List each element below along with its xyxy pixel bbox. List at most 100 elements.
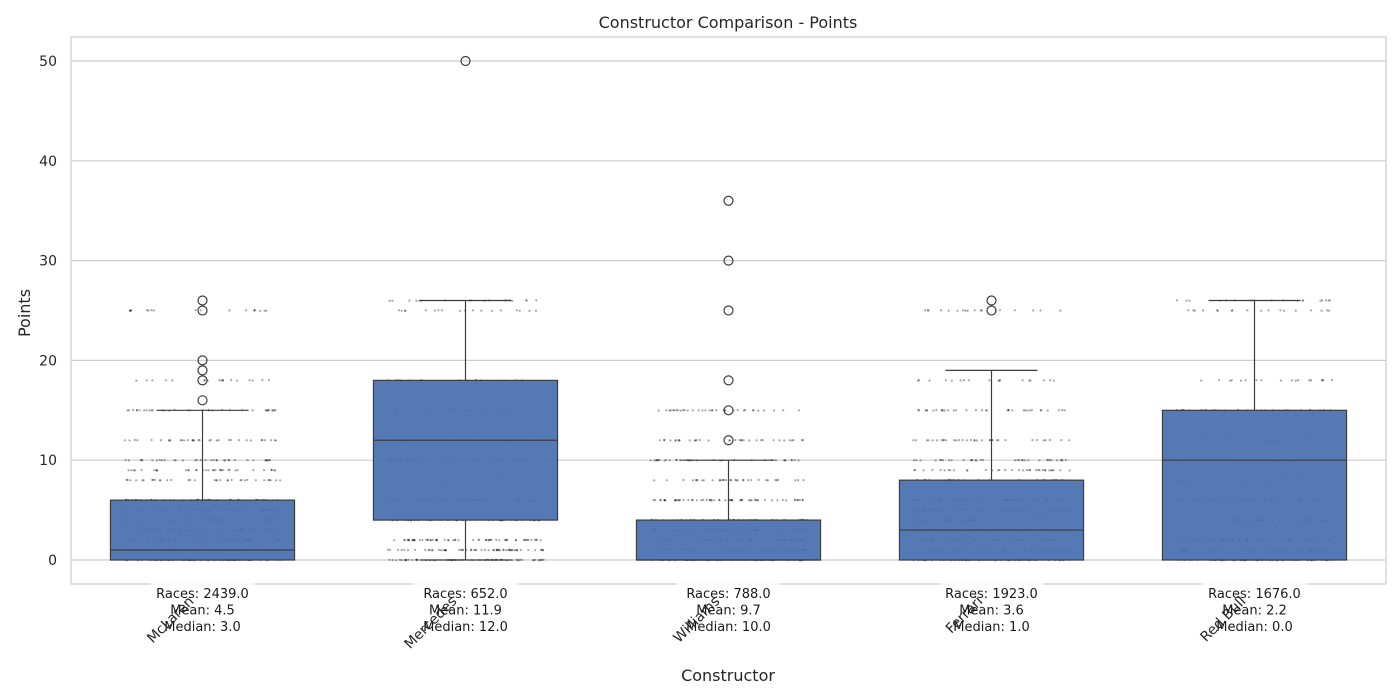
jitter-point <box>227 438 230 442</box>
jitter-point <box>705 498 708 502</box>
jitter-point <box>649 459 652 462</box>
jitter-point <box>788 439 791 442</box>
jitter-point <box>740 439 743 442</box>
outlier-point <box>197 295 208 306</box>
jitter-point <box>734 478 737 481</box>
jitter-point <box>151 478 154 482</box>
jitter-point <box>1193 309 1196 312</box>
jitter-point <box>415 558 418 561</box>
jitter-point <box>1013 309 1016 312</box>
jitter-point <box>711 409 714 412</box>
jitter-point <box>912 439 915 442</box>
box <box>898 479 1085 561</box>
jitter-point <box>427 548 430 552</box>
jitter-point <box>1187 309 1190 312</box>
jitter-point <box>234 469 237 472</box>
jitter-point <box>159 479 162 482</box>
jitter-point <box>541 549 545 552</box>
jitter-point <box>220 379 223 382</box>
jitter-point <box>1308 379 1311 382</box>
jitter-point <box>967 379 971 382</box>
jitter-point <box>940 458 943 462</box>
jitter-point <box>1044 469 1047 472</box>
jitter-point <box>471 309 474 312</box>
stat-line: Mean: 11.9 <box>429 604 502 619</box>
jitter-point <box>959 379 962 382</box>
jitter-point <box>1175 299 1179 302</box>
jitter-point <box>956 309 959 312</box>
jitter-point <box>1059 469 1062 472</box>
jitter-point <box>739 498 743 501</box>
jitter-point <box>917 408 920 412</box>
jitter-point <box>266 459 269 462</box>
jitter-point <box>212 458 215 462</box>
jitter-point <box>480 309 483 312</box>
jitter-point <box>948 459 951 462</box>
jitter-point <box>509 549 512 552</box>
jitter-point <box>1060 458 1063 461</box>
jitter-point <box>1216 309 1219 312</box>
stat-line: Median: 0.0 <box>1216 620 1292 635</box>
jitter-point <box>221 379 225 382</box>
jitter-point <box>998 379 1002 382</box>
jitter-point <box>217 439 220 442</box>
jitter-point <box>187 468 190 472</box>
jitter-point <box>203 379 206 382</box>
jitter-point <box>271 409 274 412</box>
jitter-point <box>1246 309 1249 312</box>
jitter-point <box>749 479 753 482</box>
jitter-point <box>146 309 149 312</box>
jitter-point <box>497 548 500 552</box>
jitter-point <box>691 409 694 412</box>
jitter-point <box>519 558 522 561</box>
jitter-point <box>736 409 739 412</box>
jitter-point <box>1042 439 1045 442</box>
jitter-point <box>403 309 406 312</box>
jitter-point <box>702 479 705 482</box>
jitter-point <box>709 499 712 502</box>
y-tick-labels: 0 10 20 30 40 50 <box>39 54 57 569</box>
jitter-point <box>515 549 518 552</box>
jitter-point <box>126 478 129 481</box>
jitter-point <box>534 309 538 312</box>
stat-line: Median: 1.0 <box>953 620 1029 635</box>
jitter-point <box>265 409 268 412</box>
jitter-point <box>1013 459 1017 462</box>
jitter-point <box>262 469 266 472</box>
jitter-point <box>424 548 427 552</box>
jitter-point <box>720 479 723 482</box>
jitter-point <box>145 379 148 382</box>
jitter-point <box>181 459 184 462</box>
jitter-point <box>760 439 763 442</box>
jitter-point <box>125 478 128 481</box>
jitter-point <box>1021 459 1024 462</box>
jitter-point <box>1309 379 1313 382</box>
jitter-point <box>263 479 266 482</box>
jitter-point <box>132 469 135 472</box>
jitter-point <box>658 458 661 461</box>
jitter-point <box>524 538 528 542</box>
jitter-point <box>537 559 540 562</box>
jitter-point <box>710 499 713 502</box>
annotation-box <box>150 583 255 639</box>
jitter-point <box>195 469 198 472</box>
jitter-point <box>735 479 738 482</box>
jitter-point <box>195 458 198 461</box>
outlier-point <box>197 365 208 376</box>
jitter-point <box>674 439 677 442</box>
jitter-point <box>730 499 733 502</box>
jitter-point <box>273 409 276 412</box>
jitter-point <box>922 469 925 472</box>
jitter-point <box>1319 299 1322 302</box>
jitter-point <box>405 558 408 561</box>
jitter-point <box>924 409 927 412</box>
jitter-point <box>654 499 657 502</box>
jitter-point <box>669 439 672 442</box>
jitter-point <box>918 379 921 382</box>
jitter-point <box>414 548 417 552</box>
jitter-point <box>388 558 391 561</box>
jitter-point <box>741 498 744 501</box>
jitter-point <box>244 479 247 482</box>
